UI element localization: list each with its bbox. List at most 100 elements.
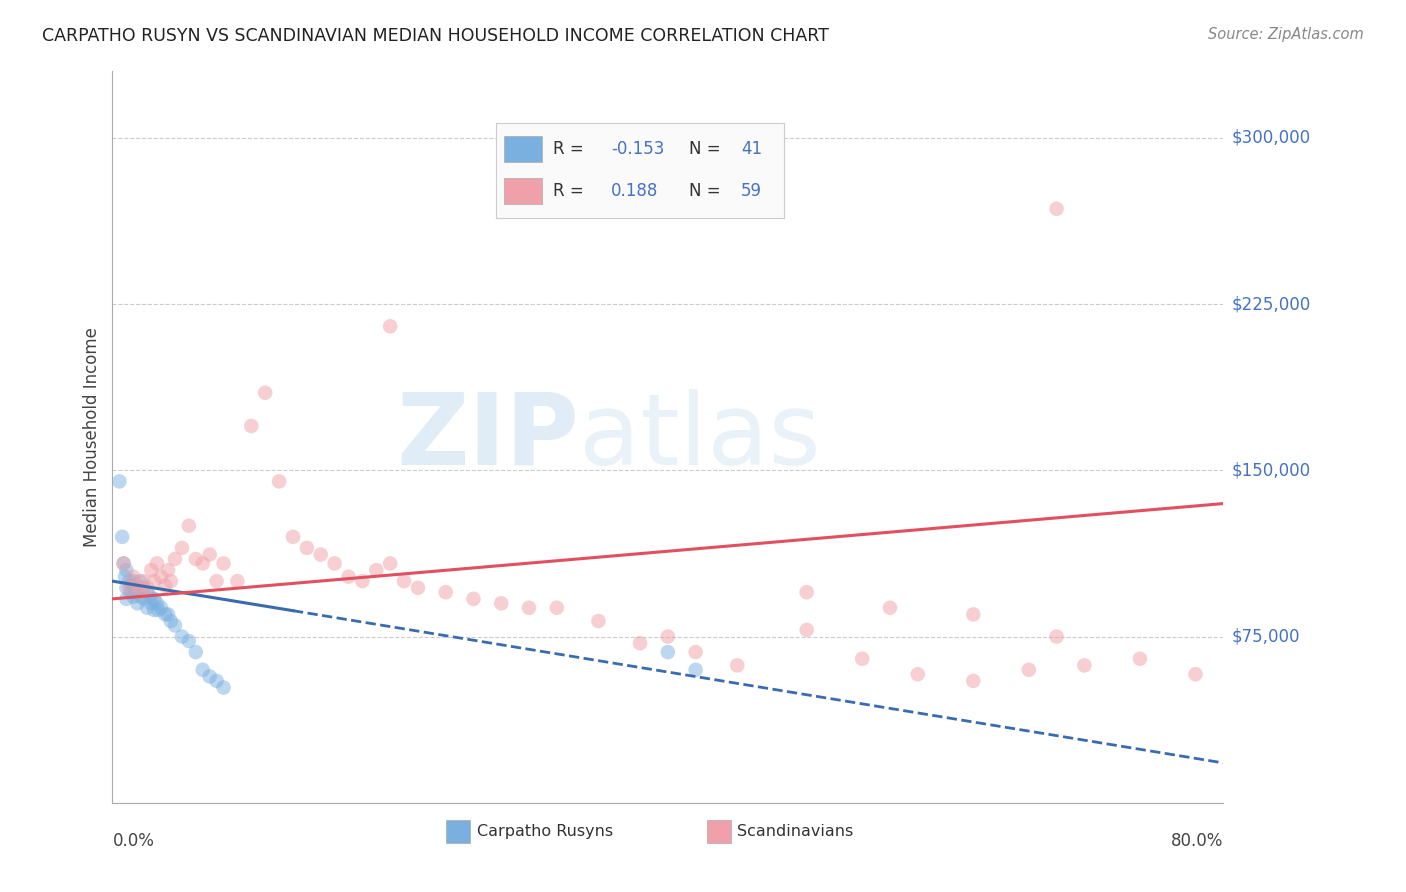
Point [725, 658, 748, 673]
Point [134, 591, 156, 606]
Point [136, 585, 159, 599]
Point [148, 603, 170, 617]
Point [191, 557, 214, 571]
Text: Scandinavians: Scandinavians [737, 824, 853, 838]
Point [588, 614, 610, 628]
Point [352, 574, 374, 589]
Text: ZIP: ZIP [396, 389, 579, 485]
Point [108, 475, 131, 489]
Point [198, 669, 221, 683]
Point [129, 574, 152, 589]
Point [146, 557, 169, 571]
Point [114, 570, 136, 584]
Bar [446, 820, 470, 843]
Text: $225,000: $225,000 [1232, 295, 1310, 313]
Point [254, 385, 277, 400]
Point [177, 634, 200, 648]
Point [143, 603, 166, 617]
Point [191, 663, 214, 677]
Point [962, 673, 984, 688]
Point [111, 530, 134, 544]
Point [434, 585, 457, 599]
Point [150, 570, 173, 584]
Point [122, 574, 145, 589]
Point [628, 636, 651, 650]
Point [1073, 658, 1095, 673]
Point [198, 548, 221, 562]
Text: $300,000: $300,000 [1232, 128, 1310, 147]
Point [392, 574, 415, 589]
Bar [707, 820, 731, 843]
Point [657, 630, 679, 644]
Text: $75,000: $75,000 [1232, 628, 1301, 646]
Point [155, 607, 177, 622]
Point [159, 574, 181, 589]
Point [546, 600, 568, 615]
Y-axis label: Median Household Income: Median Household Income [83, 327, 101, 547]
Point [141, 563, 163, 577]
Point [170, 630, 193, 644]
Point [796, 623, 818, 637]
Point [879, 600, 901, 615]
Point [685, 645, 707, 659]
Point [337, 570, 360, 584]
Point [962, 607, 984, 622]
Point [517, 600, 540, 615]
Point [132, 581, 155, 595]
Point [323, 557, 346, 571]
Text: Carpatho Rusyns: Carpatho Rusyns [477, 824, 613, 838]
Point [205, 673, 228, 688]
Point [163, 618, 186, 632]
Point [127, 578, 149, 592]
Point [157, 607, 180, 622]
Point [851, 651, 873, 665]
Point [657, 645, 679, 659]
Point [124, 581, 146, 595]
Point [115, 581, 138, 595]
Point [143, 574, 166, 589]
Point [146, 596, 169, 610]
Point [150, 600, 173, 615]
Point [141, 596, 163, 610]
Point [1045, 202, 1069, 216]
Point [226, 574, 249, 589]
Point [281, 530, 304, 544]
Point [121, 578, 143, 592]
Point [112, 557, 135, 571]
Text: $150,000: $150,000 [1232, 461, 1310, 479]
Point [129, 585, 152, 599]
Point [155, 578, 177, 592]
Point [139, 590, 162, 604]
Point [1129, 651, 1152, 665]
Point [184, 552, 207, 566]
Point [163, 552, 186, 566]
Point [380, 319, 402, 334]
Point [212, 557, 235, 571]
Point [406, 581, 429, 595]
Point [129, 590, 152, 604]
Point [1184, 667, 1206, 681]
Point [907, 667, 929, 681]
Point [118, 581, 141, 595]
Text: Source: ZipAtlas.com: Source: ZipAtlas.com [1208, 27, 1364, 42]
Point [240, 419, 263, 434]
Point [170, 541, 193, 555]
Point [309, 548, 332, 562]
Point [127, 585, 149, 599]
Point [136, 581, 159, 595]
Point [184, 645, 207, 659]
Point [380, 557, 402, 571]
Point [212, 681, 235, 695]
Point [366, 563, 388, 577]
Point [112, 557, 135, 571]
Point [1018, 663, 1040, 677]
Point [159, 614, 181, 628]
Point [115, 563, 138, 577]
Text: 80.0%: 80.0% [1171, 832, 1223, 850]
Point [136, 600, 159, 615]
Point [120, 585, 142, 599]
Point [122, 590, 145, 604]
Point [463, 591, 485, 606]
Point [685, 663, 707, 677]
Point [177, 518, 200, 533]
